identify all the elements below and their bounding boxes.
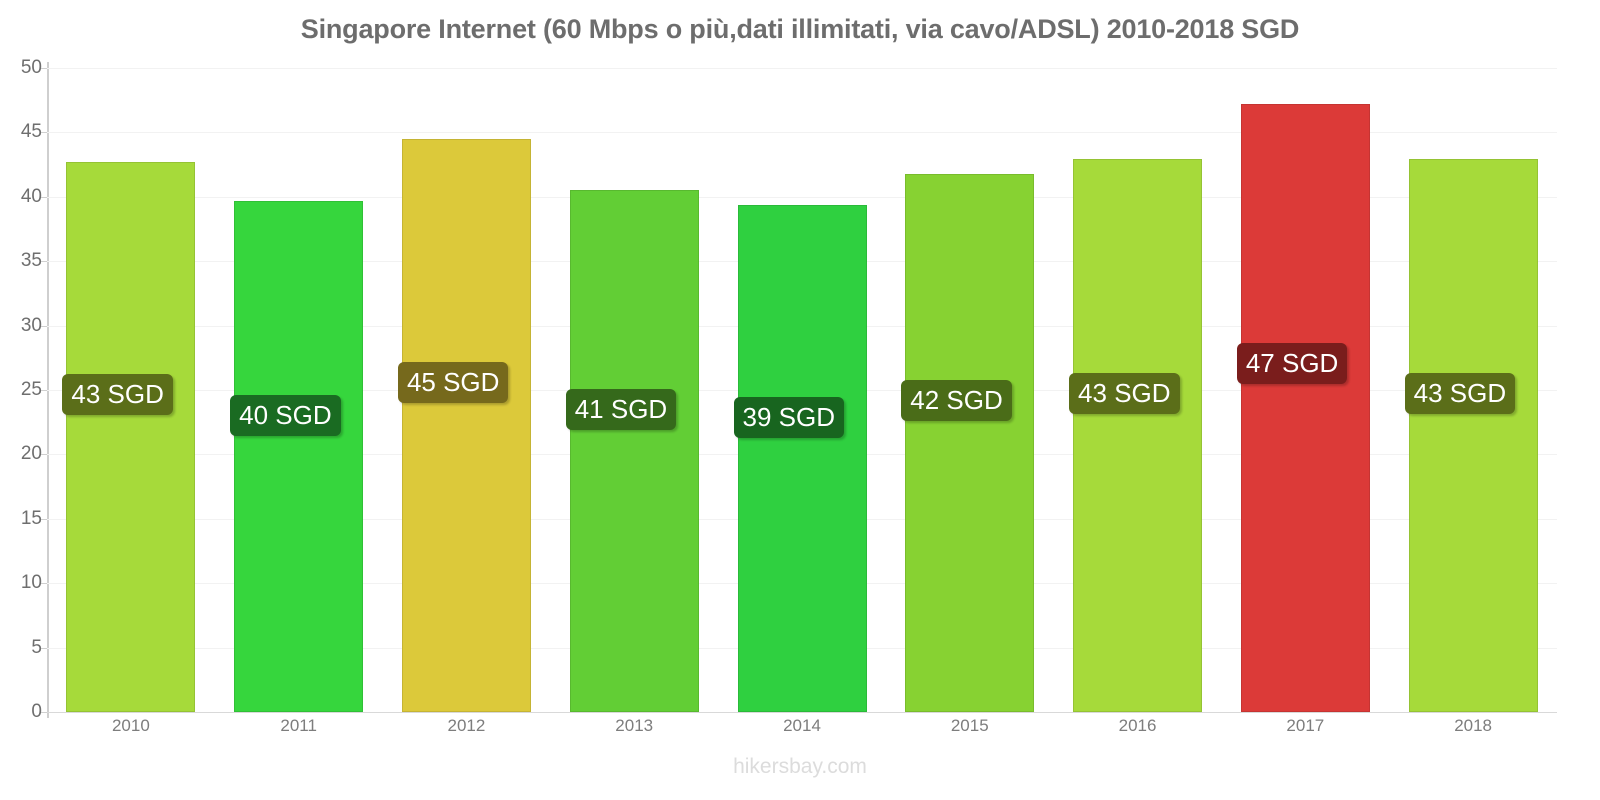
y-tick-mark [41,712,47,713]
gridline [47,196,1557,198]
x-tick-label: 2015 [950,716,989,735]
bar[interactable] [66,162,196,712]
bar-group[interactable]: 43 SGD [1404,68,1538,712]
bar-group[interactable]: 45 SGD [397,68,531,712]
y-tick-label: 20 [20,443,42,465]
bar-group[interactable]: 43 SGD [62,68,196,712]
plot-area: 43 SGD 40 SGD 45 SGD 41 SGD 39 SGD 42 SGD 43 S… [47,68,1557,713]
y-tick-mark [41,68,47,69]
bar-value-label: 47 SGD [1236,342,1348,384]
y-tick-mark [41,261,47,263]
bar-group[interactable]: 47 SGD [1236,68,1370,712]
x-tick-label: 2013 [615,716,654,735]
bar[interactable] [401,138,531,712]
bar-value-label: 39 SGD [733,396,844,438]
y-tick-mark [41,196,47,198]
bar-value-label: 43 SGD [1069,372,1180,414]
y-tick-label: 10 [20,572,42,594]
y-tick-label: 15 [20,507,42,529]
bar-group[interactable]: 40 SGD [230,68,364,712]
bar-value-label: 42 SGD [901,380,1012,422]
y-tick-mark [41,518,47,520]
x-tick-label: 2011 [280,716,317,735]
y-tick-label: 0 [31,701,42,722]
bar-group[interactable]: 43 SGD [1069,68,1203,712]
x-tick-label: 2018 [1454,716,1493,735]
bar-group[interactable]: 42 SGD [901,68,1035,712]
bar[interactable] [905,173,1035,712]
y-tick-mark [41,583,47,585]
y-tick-label: 35 [20,250,42,272]
bar[interactable] [1240,104,1370,712]
gridline [47,68,1557,69]
bar-value-label: 45 SGD [397,361,509,403]
bar-value-label: 40 SGD [230,394,341,436]
y-tick-label: 45 [20,121,42,143]
gridline [47,712,1557,713]
x-tick-label: 2017 [1286,716,1325,735]
y-tick-label: 50 [20,57,42,78]
bar[interactable] [234,200,364,712]
bar[interactable] [1408,159,1538,712]
source-watermark: hikersbay.com [733,755,867,778]
y-tick-label: 30 [20,314,42,336]
y-tick-mark [41,647,47,649]
y-tick-mark [41,454,47,456]
bar[interactable] [1073,159,1203,712]
y-tick-mark [41,132,47,134]
y-tick-label: 25 [20,379,42,400]
bar-group[interactable]: 39 SGD [733,68,867,712]
x-tick-label: 2012 [447,716,486,735]
y-tick-label: 40 [20,185,42,207]
bar-value-label: 43 SGD [62,374,173,416]
x-tick-label: 2016 [1118,716,1157,735]
bar[interactable] [569,190,699,712]
y-tick-mark [41,390,47,391]
y-tick-label: 5 [31,636,42,658]
x-tick-label: 2014 [783,716,821,735]
gridline [47,132,1557,134]
bar[interactable] [737,204,867,712]
bar-group[interactable]: 41 SGD [565,68,699,712]
bar-value-label: 41 SGD [565,389,677,431]
y-tick-mark [41,325,47,327]
x-tick-label: 2010 [111,716,150,735]
bar-value-label: 43 SGD [1404,372,1516,414]
chart-title: Singapore Internet (60 Mbps o più,dati i… [300,14,1300,44]
